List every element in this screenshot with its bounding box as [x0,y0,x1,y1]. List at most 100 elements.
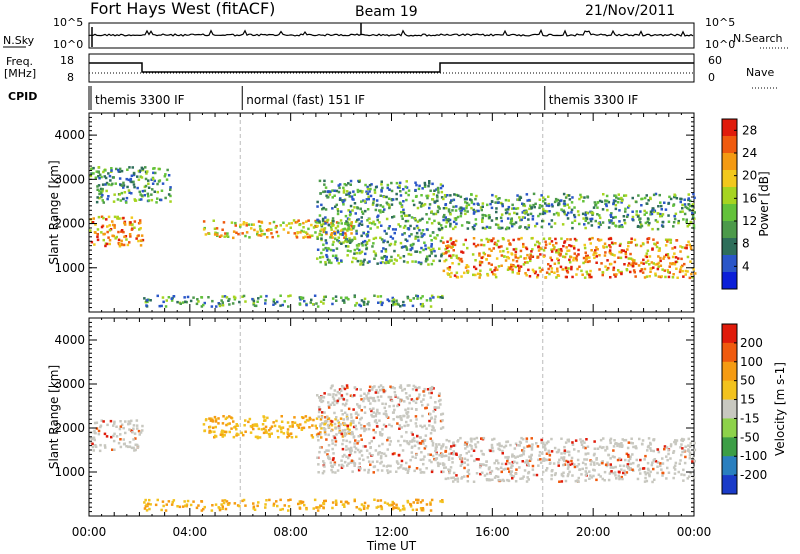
echo-cell [128,241,131,244]
echo-cell [397,415,400,419]
echo-cell [320,427,323,430]
echo-cell [353,464,356,467]
echo-cell [676,276,679,279]
echo-cell [384,402,387,406]
echo-cell [318,233,321,236]
echo-cell [367,399,371,402]
echo-cell [605,199,609,203]
echo-cell [373,498,376,501]
echo-cell [143,194,146,197]
echo-cell [434,254,437,258]
echo-cell [401,304,405,307]
echo-cell [519,255,522,258]
echo-cell [673,472,677,475]
echo-cell [631,215,635,219]
echo-cell [323,190,327,193]
echo-cell [639,210,642,213]
echo-cell [501,478,505,482]
echo-cell [339,197,342,200]
echo-cell [544,246,547,249]
echo-cell [114,237,117,240]
echo-cell [345,439,348,443]
echo-cell [372,386,375,389]
echo-cell [685,244,689,247]
echo-cell [434,446,438,449]
echo-cell [319,424,322,428]
echo-cell [590,217,594,221]
echo-cell [662,257,665,260]
echo-cell [486,240,490,243]
echo-cell [488,216,491,219]
echo-cell [436,234,439,237]
echo-cell [129,177,133,181]
echo-cell [504,259,508,262]
echo-cell [327,223,331,227]
echo-cell [693,448,697,452]
echo-cell [331,470,334,474]
echo-cell [314,424,317,428]
colorbar-segment [722,136,737,154]
echo-cell [685,206,689,210]
echo-cell [353,295,356,299]
echo-cell [182,505,185,508]
echo-cell [680,473,683,476]
echo-cell [352,425,356,429]
echo-cell [129,235,132,238]
echo-cell [404,467,407,470]
echo-cell [344,222,347,226]
echo-cell [145,304,148,307]
echo-cell [566,217,570,220]
echo-cell [270,432,273,435]
echo-cell [423,455,426,458]
echo-cell [535,442,538,445]
echo-cell [122,186,125,189]
echo-cell [253,508,257,511]
echo-cell [408,401,411,405]
echo-cell [423,233,426,236]
echo-cell [467,472,471,476]
echo-cell [340,210,343,213]
echo-cell [517,269,521,272]
echo-cell [669,443,673,446]
echo-cell [545,469,548,472]
echo-cell [559,254,562,257]
echo-cell [323,420,327,423]
echo-cell [137,429,141,433]
echo-cell [430,222,434,225]
echo-cell [617,470,621,474]
echo-cell [568,463,572,466]
echo-cell [464,441,467,444]
colorbar-tick-label: 20 [742,169,757,183]
echo-cell [448,439,451,443]
echo-cell [434,406,437,409]
echo-cell [490,219,494,222]
echo-cell [415,425,418,428]
echo-cell [416,220,420,223]
echo-cell [376,391,380,394]
echo-cell [279,508,282,511]
echo-cell [647,437,651,440]
echo-cell [399,202,402,205]
echo-cell [331,189,334,192]
echo-cell [441,294,444,298]
echo-cell [361,210,364,213]
echo-cell [343,505,346,508]
echo-cell [409,248,412,251]
echo-cell [258,436,262,439]
echo-cell [350,221,353,224]
echo-cell [425,194,428,198]
echo-cell [672,221,676,224]
echo-cell [164,196,167,200]
echo-cell [506,268,510,271]
echo-cell [397,462,400,465]
colorbar-segment [722,418,737,438]
echo-cell [338,186,341,190]
echo-cell [132,424,136,427]
echo-cell [353,445,356,448]
echo-cell [598,254,601,257]
echo-cell [414,385,417,389]
echo-cell [317,432,320,435]
echo-cell [359,508,363,512]
echo-cell [512,238,515,242]
echo-cell [420,400,423,403]
